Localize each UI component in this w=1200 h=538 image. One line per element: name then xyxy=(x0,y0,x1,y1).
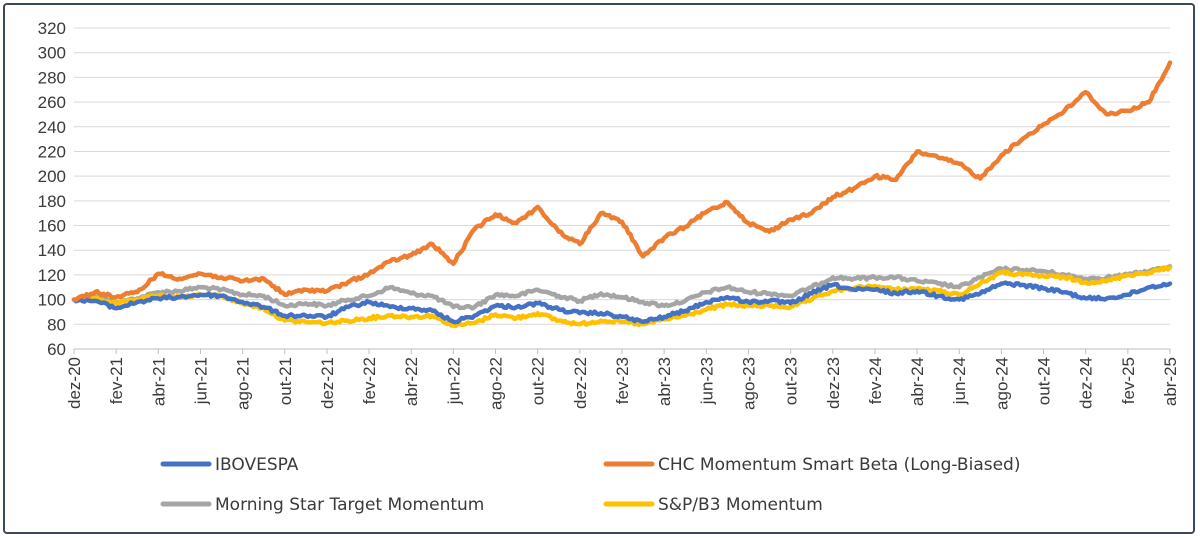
y-tick-label: 100 xyxy=(38,291,66,310)
legend-label: S&P/B3 Momentum xyxy=(658,495,823,515)
x-tick-label: abr-23 xyxy=(655,357,674,406)
x-tick-label: abr-22 xyxy=(402,357,421,406)
legend-label: Morning Star Target Momentum xyxy=(215,495,484,515)
x-tick-label: out-24 xyxy=(1035,357,1054,405)
y-tick-label: 220 xyxy=(38,142,66,161)
x-tick-label: jun-23 xyxy=(697,357,716,405)
x-tick-label: dez-21 xyxy=(318,357,337,409)
x-tick-label: jun-22 xyxy=(444,357,463,405)
series-lines xyxy=(71,60,1173,329)
y-tick-label: 160 xyxy=(38,217,66,236)
legend: IBOVESPA CHC Momentum Smart Beta (Long-Bi… xyxy=(160,455,1020,515)
x-tick-label: dez-23 xyxy=(824,357,843,409)
x-tick-label: fev-24 xyxy=(866,357,885,404)
x-tick-label: out-21 xyxy=(276,357,295,405)
y-tick-label: 120 xyxy=(38,266,66,285)
x-tick-label: fev-22 xyxy=(360,357,379,404)
x-tick-label: fev-23 xyxy=(613,357,632,404)
y-tick-label: 140 xyxy=(38,241,66,260)
x-tick-label: out-23 xyxy=(782,357,801,405)
x-tick-label: abr-21 xyxy=(149,357,168,406)
x-tick-label: ago-24 xyxy=(992,357,1011,410)
y-tick-label: 80 xyxy=(47,315,66,334)
y-tick-label: 60 xyxy=(47,340,66,359)
series-line xyxy=(71,60,1173,303)
series-line xyxy=(71,280,1173,325)
axes: 60 80 100 120 140 160 180 200 220 240 260 280 300 320… xyxy=(38,19,1180,410)
y-tick-label: 260 xyxy=(38,93,66,112)
x-tick-label: dez-24 xyxy=(1077,357,1096,409)
y-tick-label: 240 xyxy=(38,118,66,137)
x-tick-label: abr-25 xyxy=(1161,357,1180,406)
x-tick-label: jun-21 xyxy=(191,357,210,405)
x-tick-label: abr-24 xyxy=(908,357,927,406)
x-tick-label: ago-21 xyxy=(234,357,253,410)
x-tick-label: dez-20 xyxy=(65,357,84,409)
x-tick-label: dez-22 xyxy=(571,357,590,409)
legend-label: IBOVESPA xyxy=(215,455,299,475)
x-tick-label: ago-22 xyxy=(487,357,506,410)
y-tick-label: 300 xyxy=(38,44,66,63)
legend-label: CHC Momentum Smart Beta (Long-Biased) xyxy=(658,455,1020,475)
x-tick-label: jun-24 xyxy=(950,357,969,405)
y-tick-label: 320 xyxy=(38,19,66,38)
y-tick-label: 280 xyxy=(38,68,66,87)
series-line xyxy=(71,264,1173,311)
y-tick-label: 180 xyxy=(38,192,66,211)
x-tick-label: ago-23 xyxy=(739,357,758,410)
x-tick-label: fev-25 xyxy=(1119,357,1138,404)
x-tick-label: fev-21 xyxy=(107,357,126,404)
y-tick-label: 200 xyxy=(38,167,66,186)
x-tick-label: out-22 xyxy=(529,357,548,405)
